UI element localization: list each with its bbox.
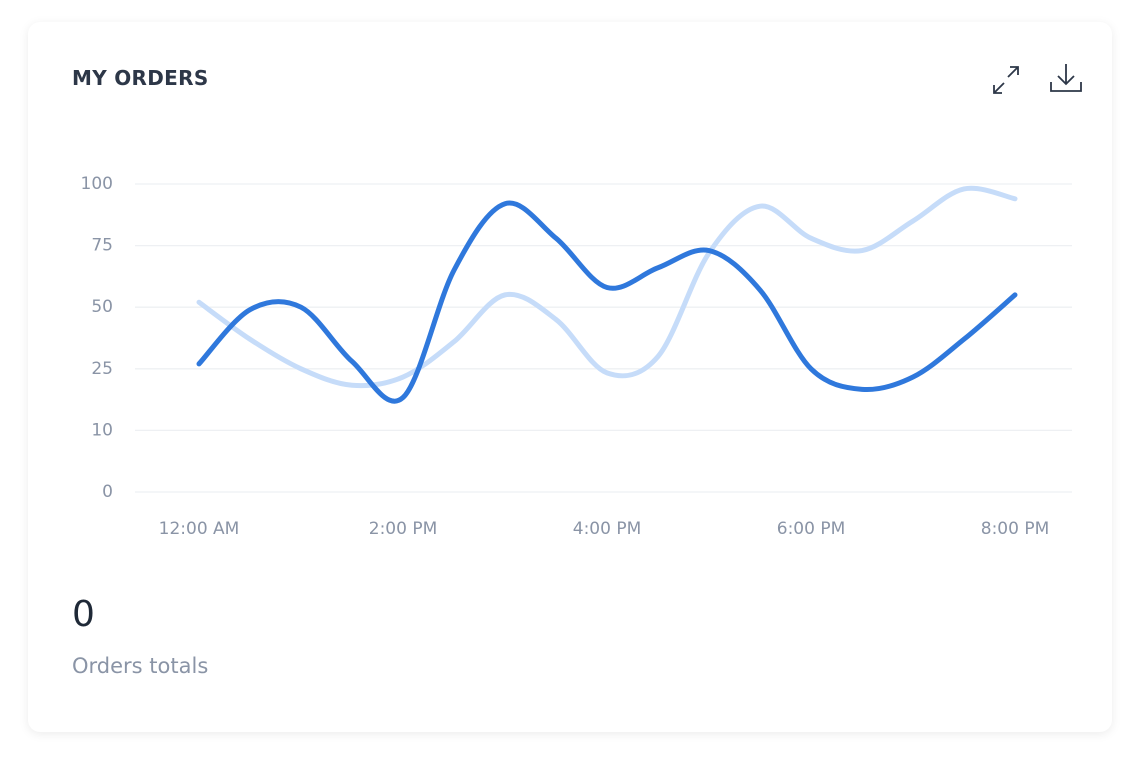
x-tick-label: 6:00 PM [777,519,846,539]
x-tick-label: 8:00 PM [981,519,1050,539]
x-tick-label: 12:00 AM [159,519,240,539]
y-tick-label: 50 [91,297,113,317]
x-tick-label: 2:00 PM [369,519,438,539]
y-tick-label: 100 [81,174,113,194]
orders-card: MY ORDERS 0 Orders totals [28,22,1112,732]
y-tick-label: 25 [91,359,113,379]
download-button[interactable] [1046,60,1086,100]
series-line [196,185,1018,389]
x-tick-label: 4:00 PM [573,519,642,539]
card-title: MY ORDERS [72,66,209,90]
series-line [196,200,1018,404]
total-label: Orders totals [72,654,209,678]
y-tick-label: 0 [102,482,113,502]
expand-button[interactable] [986,60,1026,100]
y-tick-label: 10 [91,420,113,440]
y-tick-label: 75 [91,236,113,256]
total-value: 0 [72,594,95,635]
